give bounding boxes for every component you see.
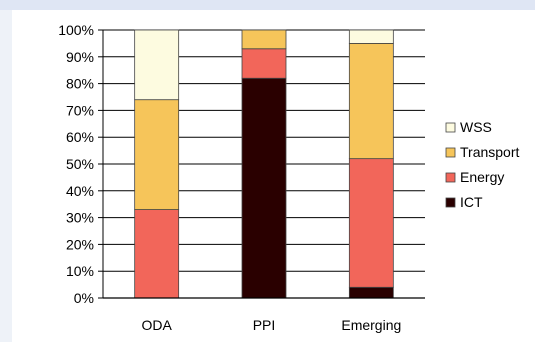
y-tick-label: 80% — [66, 76, 94, 92]
y-tick-label: 40% — [66, 183, 94, 199]
bar-segment-energy — [135, 210, 179, 298]
legend-swatch-energy — [446, 173, 455, 182]
legend-label-wss: WSS — [460, 119, 492, 135]
x-tick-label: PPI — [253, 317, 276, 333]
legend-label-transport: Transport — [460, 144, 520, 160]
legend-swatch-ict — [446, 198, 455, 207]
legend-label-energy: Energy — [460, 169, 504, 185]
y-tick-label: 60% — [66, 129, 94, 145]
legend-swatch-transport — [446, 148, 455, 157]
bar-segment-energy — [349, 159, 393, 288]
y-tick-label: 30% — [66, 210, 94, 226]
bar-segment-wss — [135, 30, 179, 100]
bar-segment-transport — [135, 100, 179, 210]
y-tick-label: 90% — [66, 49, 94, 65]
bar-segment-wss — [349, 30, 393, 43]
y-tick-label: 70% — [66, 102, 94, 118]
y-tick-label: 50% — [66, 156, 94, 172]
y-tick-label: 100% — [58, 22, 94, 38]
bar-segment-ict — [349, 287, 393, 298]
x-tick-label: ODA — [141, 317, 172, 333]
legend-swatch-wss — [446, 123, 455, 132]
bar-segment-transport — [349, 43, 393, 158]
legend-label-ict: ICT — [460, 194, 483, 210]
bar-segment-transport — [242, 30, 286, 49]
x-tick-label: Emerging — [341, 317, 401, 333]
y-tick-label: 20% — [66, 236, 94, 252]
y-tick-label: 0% — [74, 290, 94, 306]
y-tick-label: 10% — [66, 263, 94, 279]
bar-segment-ict — [242, 78, 286, 298]
bar-segment-energy — [242, 49, 286, 78]
